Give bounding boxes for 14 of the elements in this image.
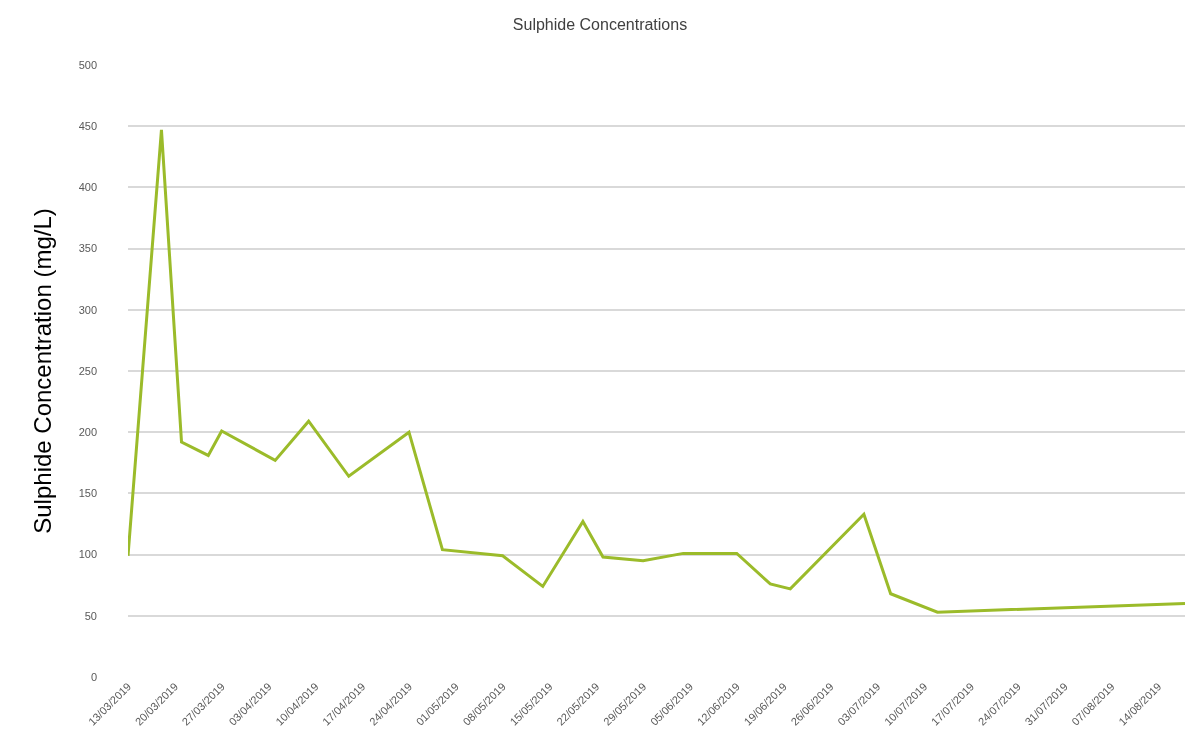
y-tick-label: 50 [84, 609, 97, 622]
y-axis-title: Sulphide Concentration (mg/L) [28, 208, 56, 534]
y-tick-label: 450 [78, 120, 97, 133]
chart-title: Sulphide Concentrations [512, 16, 688, 34]
y-tick-label: 400 [78, 181, 97, 194]
y-tick-label: 500 [78, 58, 97, 71]
y-tick-label: 300 [78, 303, 97, 316]
y-tick-label: 250 [78, 364, 97, 377]
y-tick-label: 200 [78, 426, 97, 439]
y-tick-label: 100 [78, 548, 97, 561]
y-tick-label: 350 [78, 242, 97, 255]
y-tick-label: 0 [90, 670, 97, 683]
line-series [128, 128, 1185, 614]
y-tick-label: 150 [78, 487, 97, 500]
